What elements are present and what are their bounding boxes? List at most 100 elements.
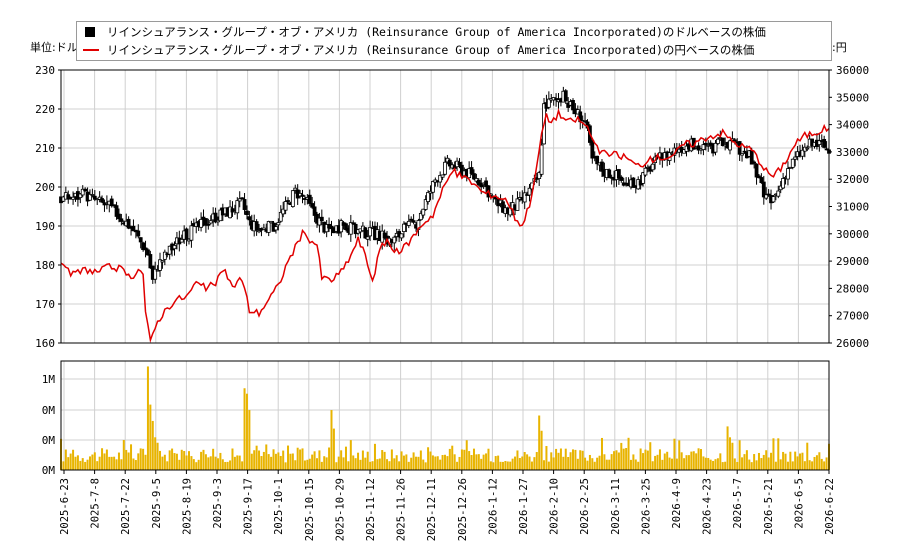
volume-bar — [649, 442, 652, 470]
volume-bar — [183, 451, 186, 470]
volume-bar — [287, 445, 290, 470]
volume-bar — [446, 456, 449, 470]
volume-bar — [69, 453, 72, 470]
volume-bar — [813, 456, 816, 470]
candle-body — [824, 148, 829, 151]
candle-body — [242, 199, 247, 210]
volume-bar — [692, 451, 695, 470]
volume-bar — [632, 454, 635, 470]
candle-swatch-icon — [85, 27, 95, 37]
y-tick-label-right: 27000 — [836, 310, 869, 323]
candle-body — [293, 187, 298, 191]
candle-body — [447, 159, 452, 167]
volume-bar — [354, 458, 357, 470]
volume-bar — [272, 449, 275, 470]
candle-body — [278, 211, 283, 222]
volume-bar — [757, 452, 760, 470]
volume-bar — [175, 453, 178, 470]
volume-bar — [642, 453, 645, 470]
volume-bar — [91, 454, 94, 470]
volume-bar — [489, 461, 492, 470]
y-tick-label-right: 32000 — [836, 173, 869, 186]
volume-bar — [615, 450, 618, 470]
volume-bar — [320, 461, 323, 470]
candle-body — [71, 196, 75, 200]
candle-body — [117, 213, 121, 220]
candle-body — [766, 193, 771, 196]
volume-bar — [779, 459, 782, 470]
candle-body — [153, 268, 158, 280]
volume-bar — [390, 449, 393, 470]
volume-bar — [770, 452, 773, 470]
candle-body — [146, 249, 150, 256]
volume-bar — [663, 453, 666, 470]
candle-body — [179, 238, 184, 243]
candle-body — [83, 188, 88, 192]
candle-body — [757, 175, 761, 179]
volume-bar — [294, 460, 297, 470]
volume-bar — [617, 452, 620, 470]
volume-bar — [279, 455, 282, 470]
candle-body — [476, 179, 481, 186]
volume-bar — [697, 448, 700, 470]
y-tick-label-right: 34000 — [836, 119, 869, 132]
volume-bar — [316, 458, 318, 470]
candle-body — [703, 142, 708, 146]
volume-bar — [572, 449, 574, 470]
volume-bar — [634, 459, 637, 470]
volume-bar — [673, 438, 676, 470]
volume-bar — [784, 453, 787, 470]
volume-bar — [139, 448, 142, 470]
volume-bar — [700, 449, 702, 470]
volume-bar — [683, 458, 686, 470]
y-tick-label-right: 31000 — [836, 201, 869, 214]
volume-bar — [782, 451, 785, 470]
volume-bar — [161, 456, 164, 470]
volume-bar — [593, 461, 596, 470]
candle-body — [764, 194, 769, 199]
candle-body — [143, 247, 148, 251]
volume-bar — [267, 454, 270, 470]
volume-bar — [262, 451, 265, 470]
volume-bar — [627, 437, 630, 470]
volume-bar — [668, 457, 671, 470]
candle-body — [300, 194, 305, 197]
candle-body — [619, 176, 624, 181]
volume-bar — [383, 451, 386, 470]
volume-bar — [328, 447, 331, 470]
volume-bar — [258, 450, 261, 470]
volume-bar — [656, 454, 659, 470]
volume-bar — [156, 442, 159, 470]
candle-body — [312, 206, 317, 216]
candle-body — [158, 259, 162, 271]
y-tick-label-left: 190 — [35, 220, 55, 233]
volume-bar — [499, 461, 502, 470]
volume-bar — [661, 459, 664, 470]
volume-bar — [533, 457, 536, 470]
candle-body — [805, 147, 810, 150]
volume-bar — [748, 459, 751, 470]
candle-body — [235, 200, 240, 214]
candle-body — [148, 254, 153, 269]
candle-body — [752, 161, 757, 164]
volume-tick-label: 1M — [42, 373, 56, 386]
volume-bar — [509, 461, 512, 470]
volume-bar — [695, 453, 698, 470]
volume-bar — [103, 453, 106, 470]
volume-bar — [113, 456, 116, 470]
volume-bar — [74, 456, 77, 470]
volume-bar — [81, 458, 84, 470]
volume-bar — [361, 450, 364, 470]
candle-body — [607, 169, 612, 179]
volume-bar — [588, 454, 591, 470]
x-tick-label: 2026-3-11 — [610, 478, 622, 535]
volume-bar — [475, 454, 478, 470]
candle-body — [754, 163, 759, 178]
axis-ticks: 160 170 180 190 200 210 220 230 26000 27000 28000 2… — [35, 64, 869, 541]
volume-bar — [226, 461, 229, 470]
volume-bar — [415, 456, 418, 470]
x-tick-label: 2025-9-3 — [212, 478, 224, 529]
volume-bar — [521, 456, 524, 470]
x-tick-label: 2025-10-29 — [334, 478, 346, 541]
volume-bar — [64, 449, 67, 470]
